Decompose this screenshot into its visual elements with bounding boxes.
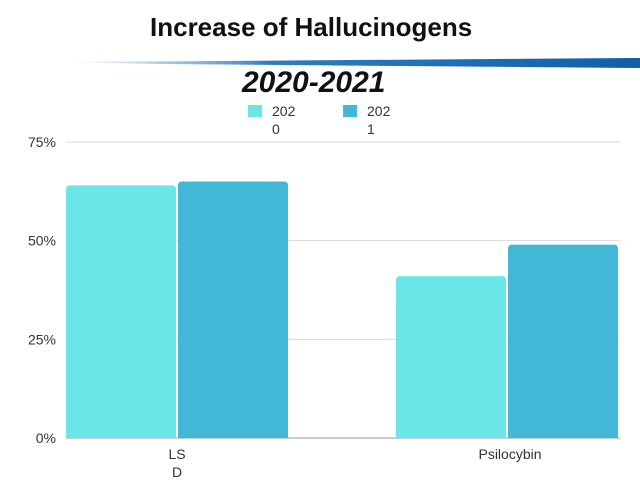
y-tick-label: 0% (36, 430, 56, 446)
legend-item-2021: 2021 (343, 102, 397, 138)
bar-lsd-2020 (66, 185, 176, 438)
bar-psilocybin-2021 (508, 244, 618, 438)
legend-swatch-2020 (248, 105, 262, 117)
legend-label-2021: 2021 (367, 103, 391, 137)
legend-label-2020: 2020 (272, 103, 296, 137)
y-tick-label: 25% (28, 331, 56, 347)
y-tick-label: 75% (28, 134, 56, 150)
header-accent-stripe (70, 58, 640, 68)
legend-item-2020: 2020 (248, 102, 302, 138)
chart-title: Increase of Hallucinogens (150, 12, 473, 42)
chart-subtitle: 2020-2021 (242, 66, 386, 99)
category-label-psilocybin: Psilocybin (478, 446, 542, 462)
legend-swatch-2021 (343, 105, 357, 117)
y-tick-label: 50% (28, 233, 56, 249)
bar-lsd-2021 (178, 181, 288, 438)
category-label-lsd: LSD (168, 446, 186, 480)
bar-psilocybin-2020 (396, 276, 506, 438)
